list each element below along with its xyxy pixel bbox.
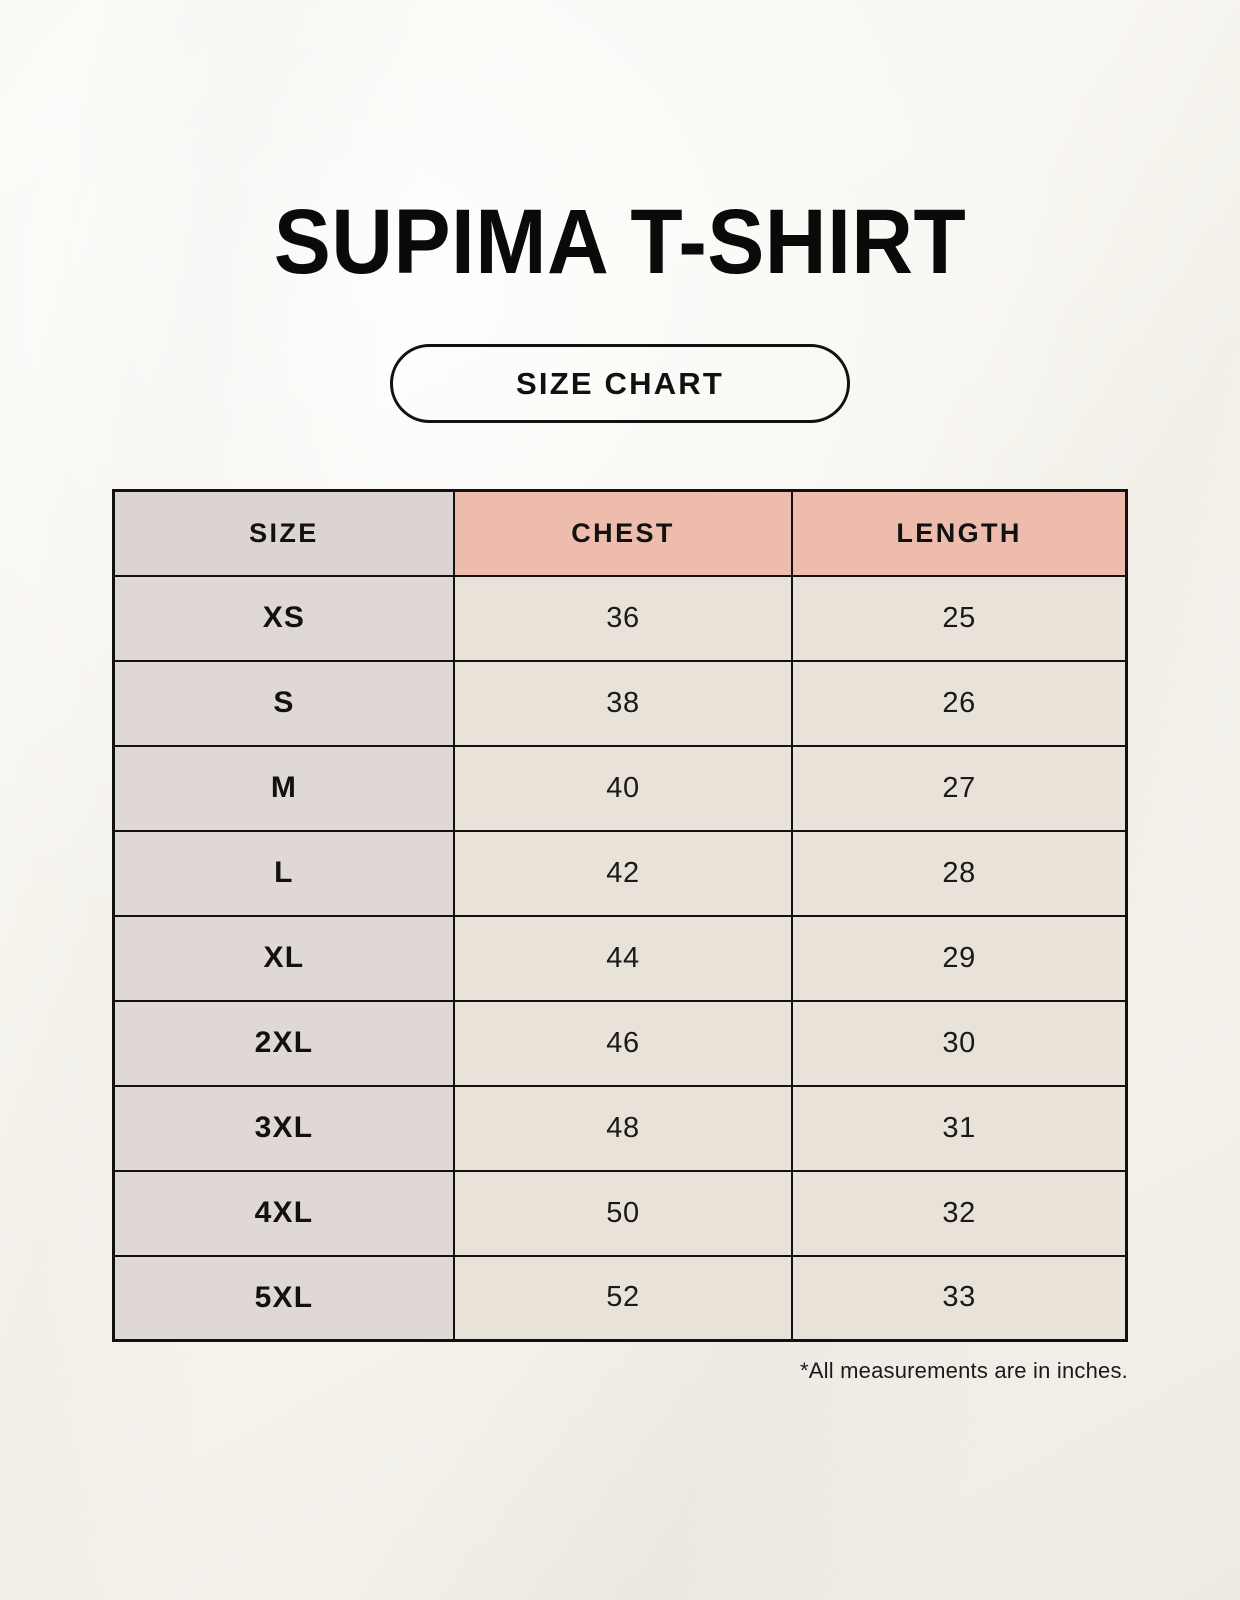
cell-length: 30 <box>791 999 1128 1087</box>
table-row: 2XL 46 30 <box>112 999 1128 1087</box>
table-header: SIZE CHEST LENGTH <box>112 489 1128 577</box>
cell-chest: 44 <box>452 914 794 1002</box>
cell-length: 26 <box>791 659 1128 747</box>
header: SUPIMA T-SHIRT SIZE CHART <box>0 0 1240 423</box>
cell-size: S <box>112 659 455 747</box>
table-header-row: SIZE CHEST LENGTH <box>112 489 1128 577</box>
cell-length: 25 <box>791 574 1128 662</box>
size-table-container: SIZE CHEST LENGTH XS 36 25 S 38 26 M <box>112 489 1128 1342</box>
cell-size: XL <box>112 914 455 1002</box>
cell-length: 31 <box>791 1084 1128 1172</box>
cell-length: 29 <box>791 914 1128 1002</box>
cell-size: XS <box>112 574 455 662</box>
cell-length: 28 <box>791 829 1128 917</box>
size-chart-badge: SIZE CHART <box>390 344 850 423</box>
cell-size: 2XL <box>112 999 455 1087</box>
measurements-footnote: *All measurements are in inches. <box>800 1358 1128 1383</box>
column-header-length: LENGTH <box>791 489 1128 577</box>
cell-size: 5XL <box>112 1254 455 1342</box>
table-row: 5XL 52 33 <box>112 1254 1128 1342</box>
table-row: 3XL 48 31 <box>112 1084 1128 1172</box>
table-row: M 40 27 <box>112 744 1128 832</box>
badge-row: SIZE CHART <box>0 344 1240 423</box>
cell-chest: 52 <box>452 1254 794 1342</box>
table-row: 4XL 50 32 <box>112 1169 1128 1257</box>
cell-length: 33 <box>791 1254 1128 1342</box>
size-table: SIZE CHEST LENGTH XS 36 25 S 38 26 M <box>112 489 1128 1342</box>
page-title: SUPIMA T-SHIRT <box>273 191 967 293</box>
table-row: XS 36 25 <box>112 574 1128 662</box>
cell-chest: 42 <box>452 829 794 917</box>
cell-chest: 48 <box>452 1084 794 1172</box>
cell-chest: 46 <box>452 999 794 1087</box>
cell-chest: 38 <box>452 659 794 747</box>
cell-chest: 50 <box>452 1169 794 1257</box>
column-header-size: SIZE <box>112 489 455 577</box>
column-header-chest: CHEST <box>452 489 794 577</box>
table-row: L 42 28 <box>112 829 1128 917</box>
table-row: XL 44 29 <box>112 914 1128 1002</box>
table-row: S 38 26 <box>112 659 1128 747</box>
cell-chest: 40 <box>452 744 794 832</box>
cell-length: 32 <box>791 1169 1128 1257</box>
cell-chest: 36 <box>452 574 794 662</box>
cell-size: M <box>112 744 455 832</box>
cell-size: 4XL <box>112 1169 455 1257</box>
table-body: XS 36 25 S 38 26 M 40 27 L 42 28 <box>112 574 1128 1342</box>
cell-size: L <box>112 829 455 917</box>
cell-length: 27 <box>791 744 1128 832</box>
cell-size: 3XL <box>112 1084 455 1172</box>
